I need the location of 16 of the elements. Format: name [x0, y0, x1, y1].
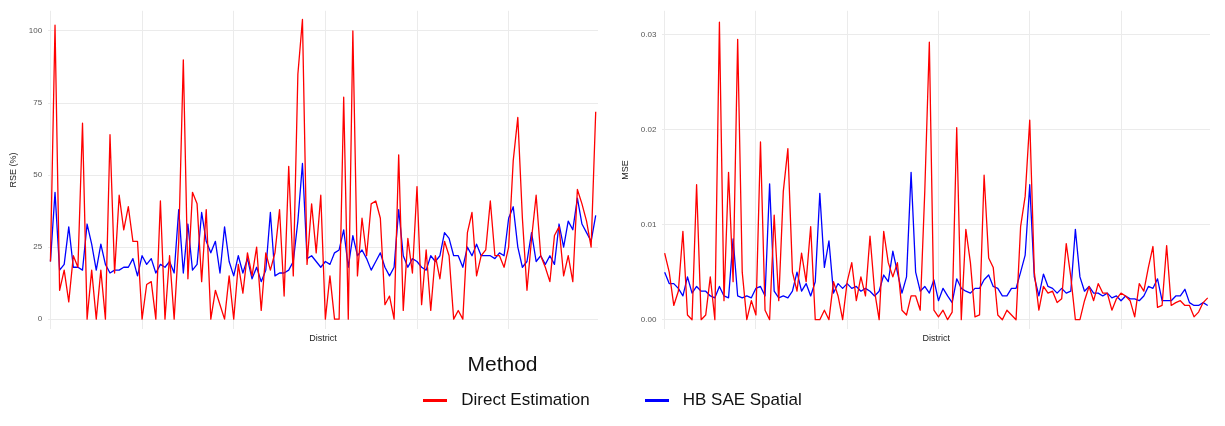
y-tick-label: 75	[33, 98, 43, 108]
y-tick-label: 0.01	[640, 219, 657, 229]
y-tick-label: 0.03	[640, 29, 657, 39]
y-tick-label: 25	[33, 242, 43, 252]
y-tick-label: 50	[33, 170, 43, 180]
y-tick-label: 100	[28, 26, 43, 36]
legend-label: Direct Estimation	[461, 390, 590, 410]
y-axis-title: MSE	[619, 160, 630, 180]
legend-label: HB SAE Spatial	[682, 390, 802, 410]
y-axis-title: RSE (%)	[7, 152, 18, 188]
x-axis-title: District	[309, 333, 338, 344]
y-tick-label: 0.02	[640, 124, 657, 134]
legend-title: Method	[466, 352, 539, 376]
y-tick-label: 0	[37, 314, 43, 324]
x-axis-title: District	[922, 333, 951, 344]
y-tick-label: 0.00	[640, 314, 657, 324]
